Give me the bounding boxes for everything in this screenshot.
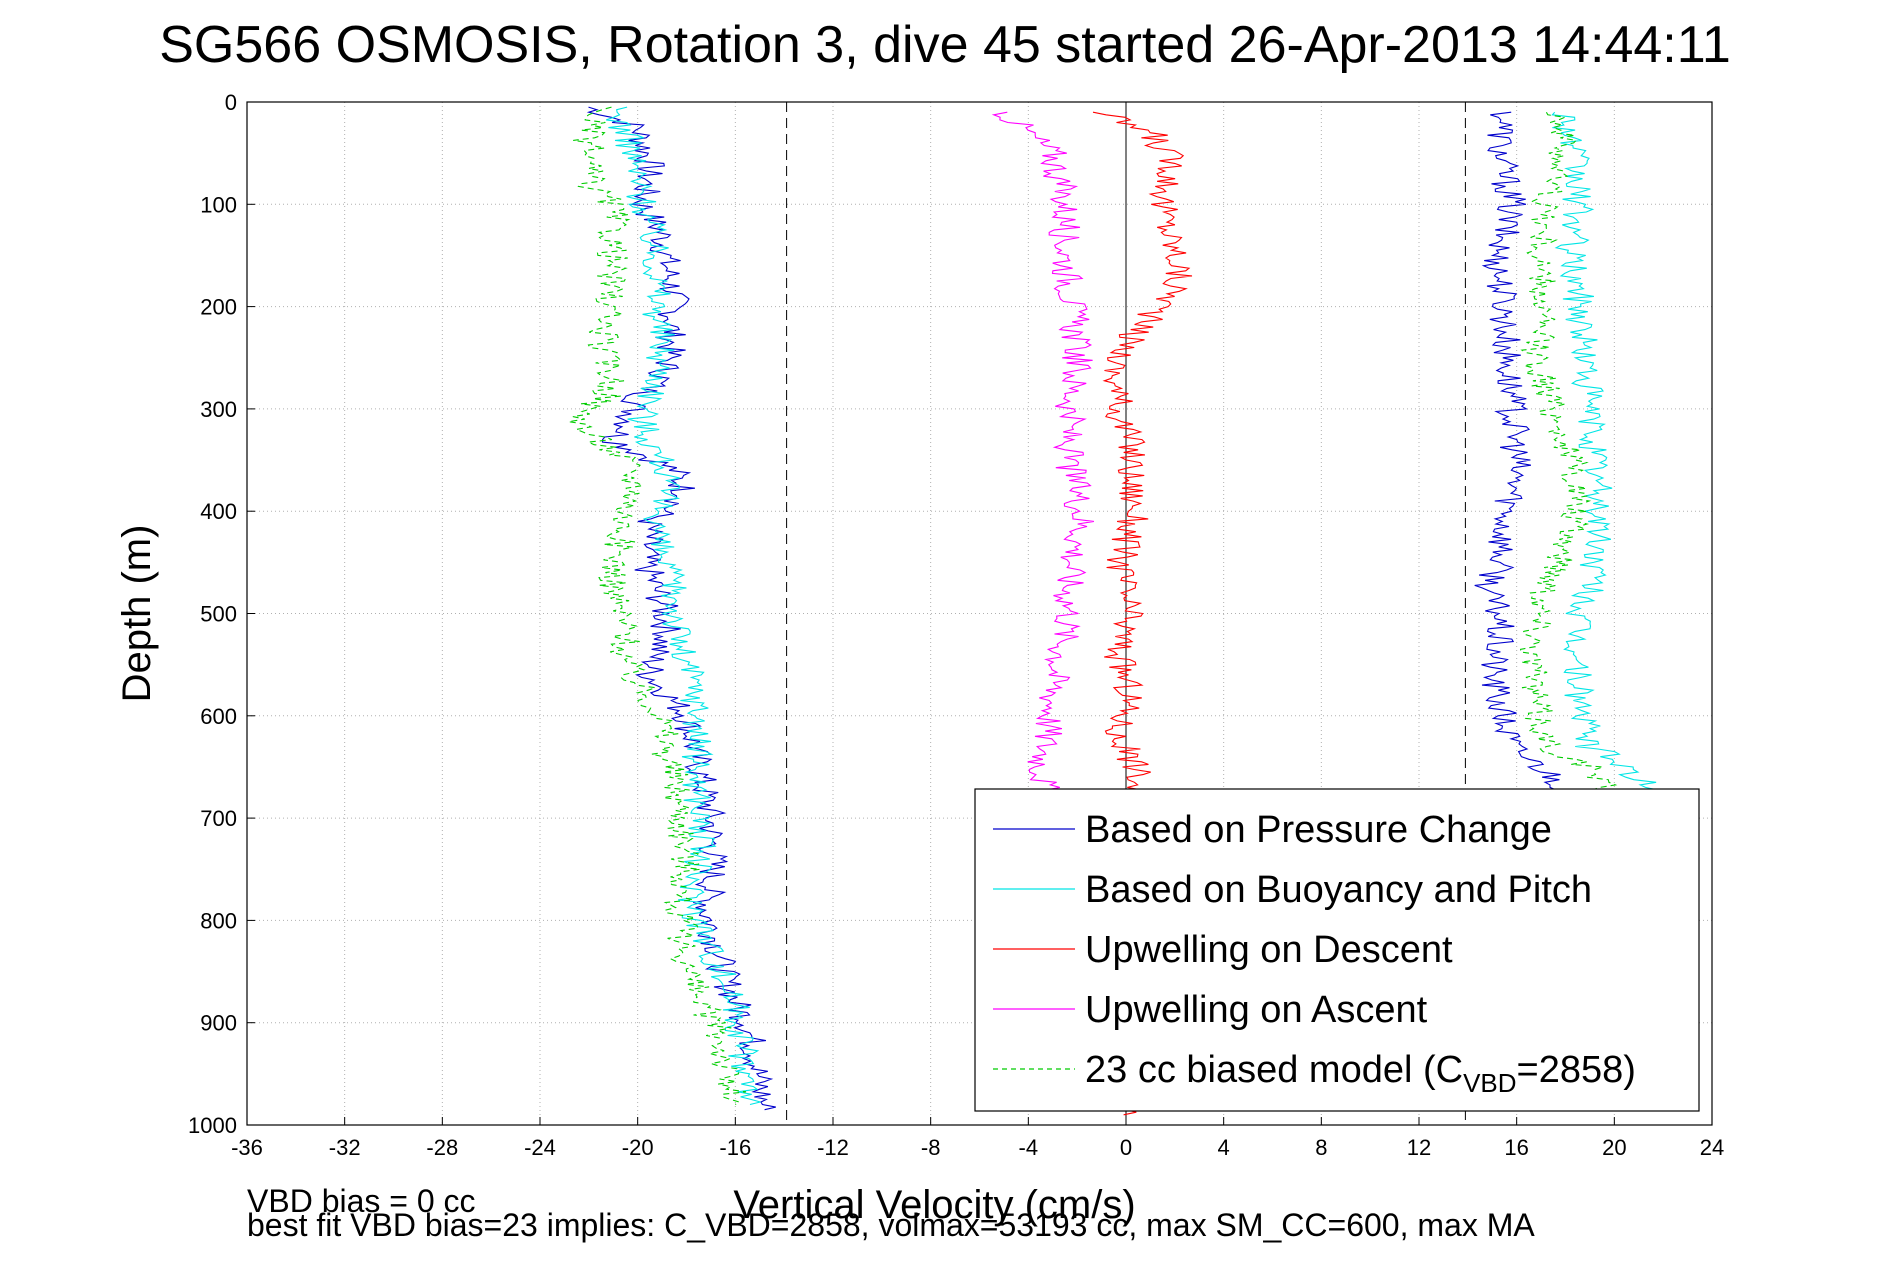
y-tick-label: 900 [200, 1011, 237, 1036]
x-tick-label: 4 [1218, 1135, 1230, 1160]
x-tick-label: 8 [1315, 1135, 1327, 1160]
series-line [1474, 111, 1583, 809]
chart-title: SG566 OSMOSIS, Rotation 3, dive 45 start… [159, 16, 1731, 74]
legend: Based on Pressure Change Based on Buoyanc… [974, 788, 1700, 1112]
footer-line-1: VBD bias = 0 cc [247, 1183, 476, 1219]
x-tick-label: 20 [1602, 1135, 1626, 1160]
y-axis-ticks: 0 100 200 300 400 500 600 700 800 900 1000 [188, 90, 255, 1138]
y-axis-label: Depth (m) [115, 525, 159, 703]
footer-line-2: best fit VBD bias=23 implies: C_VBD=2858… [247, 1207, 1535, 1243]
series-line [1519, 111, 1618, 809]
y-tick-label: 600 [200, 704, 237, 729]
y-tick-label: 200 [200, 295, 237, 320]
x-tick-label: -28 [426, 1135, 458, 1160]
x-axis-ticks: -36 -32 -28 -24 -20 -16 -12 -8 -4 0 4 8 12 16 20 24 [231, 1117, 1724, 1160]
legend-label: Upwelling on Ascent [1085, 989, 1428, 1031]
y-tick-label: 0 [225, 90, 237, 115]
x-tick-label: -36 [231, 1135, 263, 1160]
series-line [1551, 111, 1664, 809]
legend-label: 23 cc biased model (CVBD=2858) [1085, 1049, 1636, 1098]
x-tick-label: 0 [1120, 1135, 1132, 1160]
series-line [568, 106, 747, 1105]
x-tick-label: 16 [1504, 1135, 1528, 1160]
y-tick-label: 800 [200, 908, 237, 933]
series-line [606, 106, 761, 1106]
x-axis-label: Vertical Velocity (cm/s) [733, 1183, 1135, 1227]
y-tick-label: 1000 [188, 1113, 237, 1138]
x-tick-label: -20 [622, 1135, 654, 1160]
y-tick-label: 400 [200, 499, 237, 524]
x-tick-label: -4 [1019, 1135, 1039, 1160]
y-tick-label: 300 [200, 397, 237, 422]
x-tick-label: -8 [921, 1135, 941, 1160]
series-line [991, 111, 1094, 809]
x-tick-label: -12 [817, 1135, 849, 1160]
y-tick-label: 500 [200, 602, 237, 627]
x-tick-label: -32 [329, 1135, 361, 1160]
x-tick-label: 24 [1700, 1135, 1724, 1160]
legend-label: Based on Buoyancy and Pitch [1085, 869, 1592, 911]
y-tick-label: 100 [200, 192, 237, 217]
x-tick-label: -24 [524, 1135, 556, 1160]
legend-label: Upwelling on Descent [1085, 929, 1453, 971]
legend-label: Based on Pressure Change [1085, 809, 1552, 851]
x-tick-label: 12 [1407, 1135, 1431, 1160]
legend-box [974, 788, 1700, 1112]
x-tick-label: -16 [719, 1135, 751, 1160]
y-tick-label: 700 [200, 806, 237, 831]
